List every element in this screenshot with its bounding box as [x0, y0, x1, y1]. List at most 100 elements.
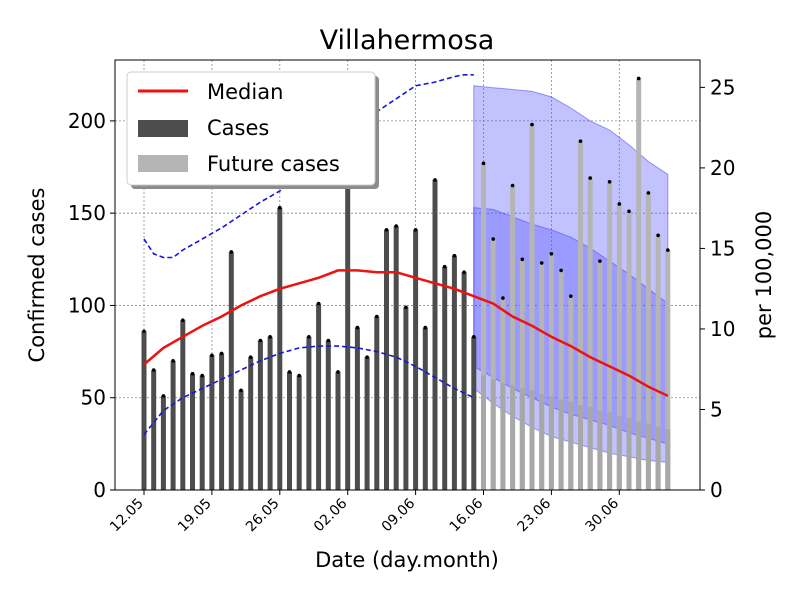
future-case-marker	[578, 139, 583, 144]
case-bar	[451, 255, 457, 490]
chart-title: Villahermosa	[320, 25, 495, 56]
future-case-bar	[578, 141, 583, 490]
case-marker	[190, 371, 195, 376]
future-case-bar	[568, 296, 574, 490]
case-marker	[200, 373, 204, 378]
future-case-marker	[530, 122, 534, 127]
case-bar	[160, 395, 166, 490]
future-case-bar	[510, 185, 516, 490]
legend-cases-label: Cases	[207, 116, 269, 140]
case-bar	[238, 390, 244, 490]
legend-median-label: Median	[207, 80, 283, 104]
future-case-bar	[645, 192, 651, 490]
future-case-bar-lower	[510, 384, 516, 490]
future-case-marker	[510, 183, 515, 188]
case-bar	[287, 371, 292, 490]
y-tick-label: 150	[68, 201, 106, 225]
future-case-marker	[559, 268, 563, 273]
future-case-bar	[626, 211, 632, 490]
future-case-bar-lower	[519, 388, 525, 490]
case-marker	[326, 338, 331, 343]
y-tick-label: 200	[68, 109, 106, 133]
future-case-bar-lower	[616, 416, 622, 490]
case-marker	[258, 338, 263, 343]
case-marker	[297, 373, 302, 378]
y-right-tick-label: 20	[710, 156, 735, 180]
case-bar	[335, 371, 341, 490]
case-bar	[364, 357, 370, 490]
case-marker	[229, 250, 234, 254]
case-bar	[219, 353, 225, 490]
future-case-marker	[627, 209, 631, 214]
case-marker	[452, 253, 457, 258]
case-marker	[355, 325, 360, 330]
future-case-bar-lower	[655, 427, 661, 490]
case-marker	[472, 335, 476, 339]
case-bar	[141, 331, 147, 490]
case-bar	[384, 229, 389, 490]
legend-cases-swatch	[138, 120, 188, 137]
x-axis-label: Date (day.month)	[315, 548, 499, 572]
future-case-bar	[481, 163, 486, 490]
case-marker	[248, 355, 253, 359]
case-marker	[316, 301, 321, 306]
future-case-marker	[588, 176, 592, 180]
case-marker	[433, 178, 437, 182]
plot-frame	[114, 59, 701, 491]
future-case-bar-lower	[597, 410, 603, 490]
future-case-marker	[481, 161, 486, 166]
future-case-marker	[501, 296, 505, 300]
case-bar	[393, 226, 399, 490]
future-case-marker	[636, 76, 641, 81]
legend-future-cases-swatch	[138, 155, 188, 172]
case-bar	[228, 251, 234, 490]
case-marker	[365, 355, 369, 359]
case-bar	[151, 370, 157, 490]
future-case-bar-lower	[481, 375, 486, 490]
case-marker	[219, 351, 224, 356]
y-axis-label: Confirmed cases	[25, 188, 49, 363]
case-bar	[422, 327, 428, 490]
case-bar	[325, 340, 331, 490]
y-tick-label: 50	[81, 386, 106, 410]
future-case-bar-lower	[548, 395, 554, 490]
y-right-tick-label: 25	[710, 75, 735, 99]
case-marker	[375, 314, 379, 319]
future-case-bar	[655, 235, 661, 490]
case-bar	[277, 207, 283, 491]
future-case-bar-lower	[568, 401, 574, 490]
future-case-bar	[519, 259, 525, 490]
case-marker	[142, 329, 146, 334]
future-case-bar	[597, 261, 603, 490]
future-case-marker	[598, 259, 602, 263]
case-bar	[257, 340, 263, 490]
future-case-bar-lower	[665, 429, 671, 490]
case-marker	[404, 305, 408, 310]
future-case-bar-lower	[636, 421, 642, 490]
y-tick-label: 100	[68, 293, 106, 317]
future-case-bar-lower	[607, 412, 613, 490]
future-case-marker	[607, 180, 612, 184]
case-marker	[442, 264, 447, 269]
case-marker	[151, 368, 156, 372]
future-case-marker	[617, 202, 622, 206]
future-case-bar-lower	[529, 390, 535, 490]
future-case-bar	[548, 253, 554, 490]
legend-future-cases-label: Future cases	[207, 152, 340, 176]
future-case-bar-lower	[558, 399, 564, 490]
y-right-tick-label: 15	[710, 236, 735, 260]
future-case-bar	[607, 181, 613, 490]
future-case-marker	[491, 237, 496, 241]
median-line	[143, 269, 669, 398]
case-bar	[345, 139, 351, 491]
legend: Median Cases Future cases	[126, 71, 379, 189]
future-case-marker	[656, 233, 660, 238]
y-right-tick-label: 10	[710, 317, 735, 341]
case-bar	[180, 320, 186, 490]
future-case-bar	[558, 270, 564, 490]
y-right-tick-label: 5	[710, 397, 723, 421]
future-case-marker	[646, 191, 651, 195]
future-case-bar	[539, 263, 545, 490]
case-bar	[413, 229, 419, 490]
